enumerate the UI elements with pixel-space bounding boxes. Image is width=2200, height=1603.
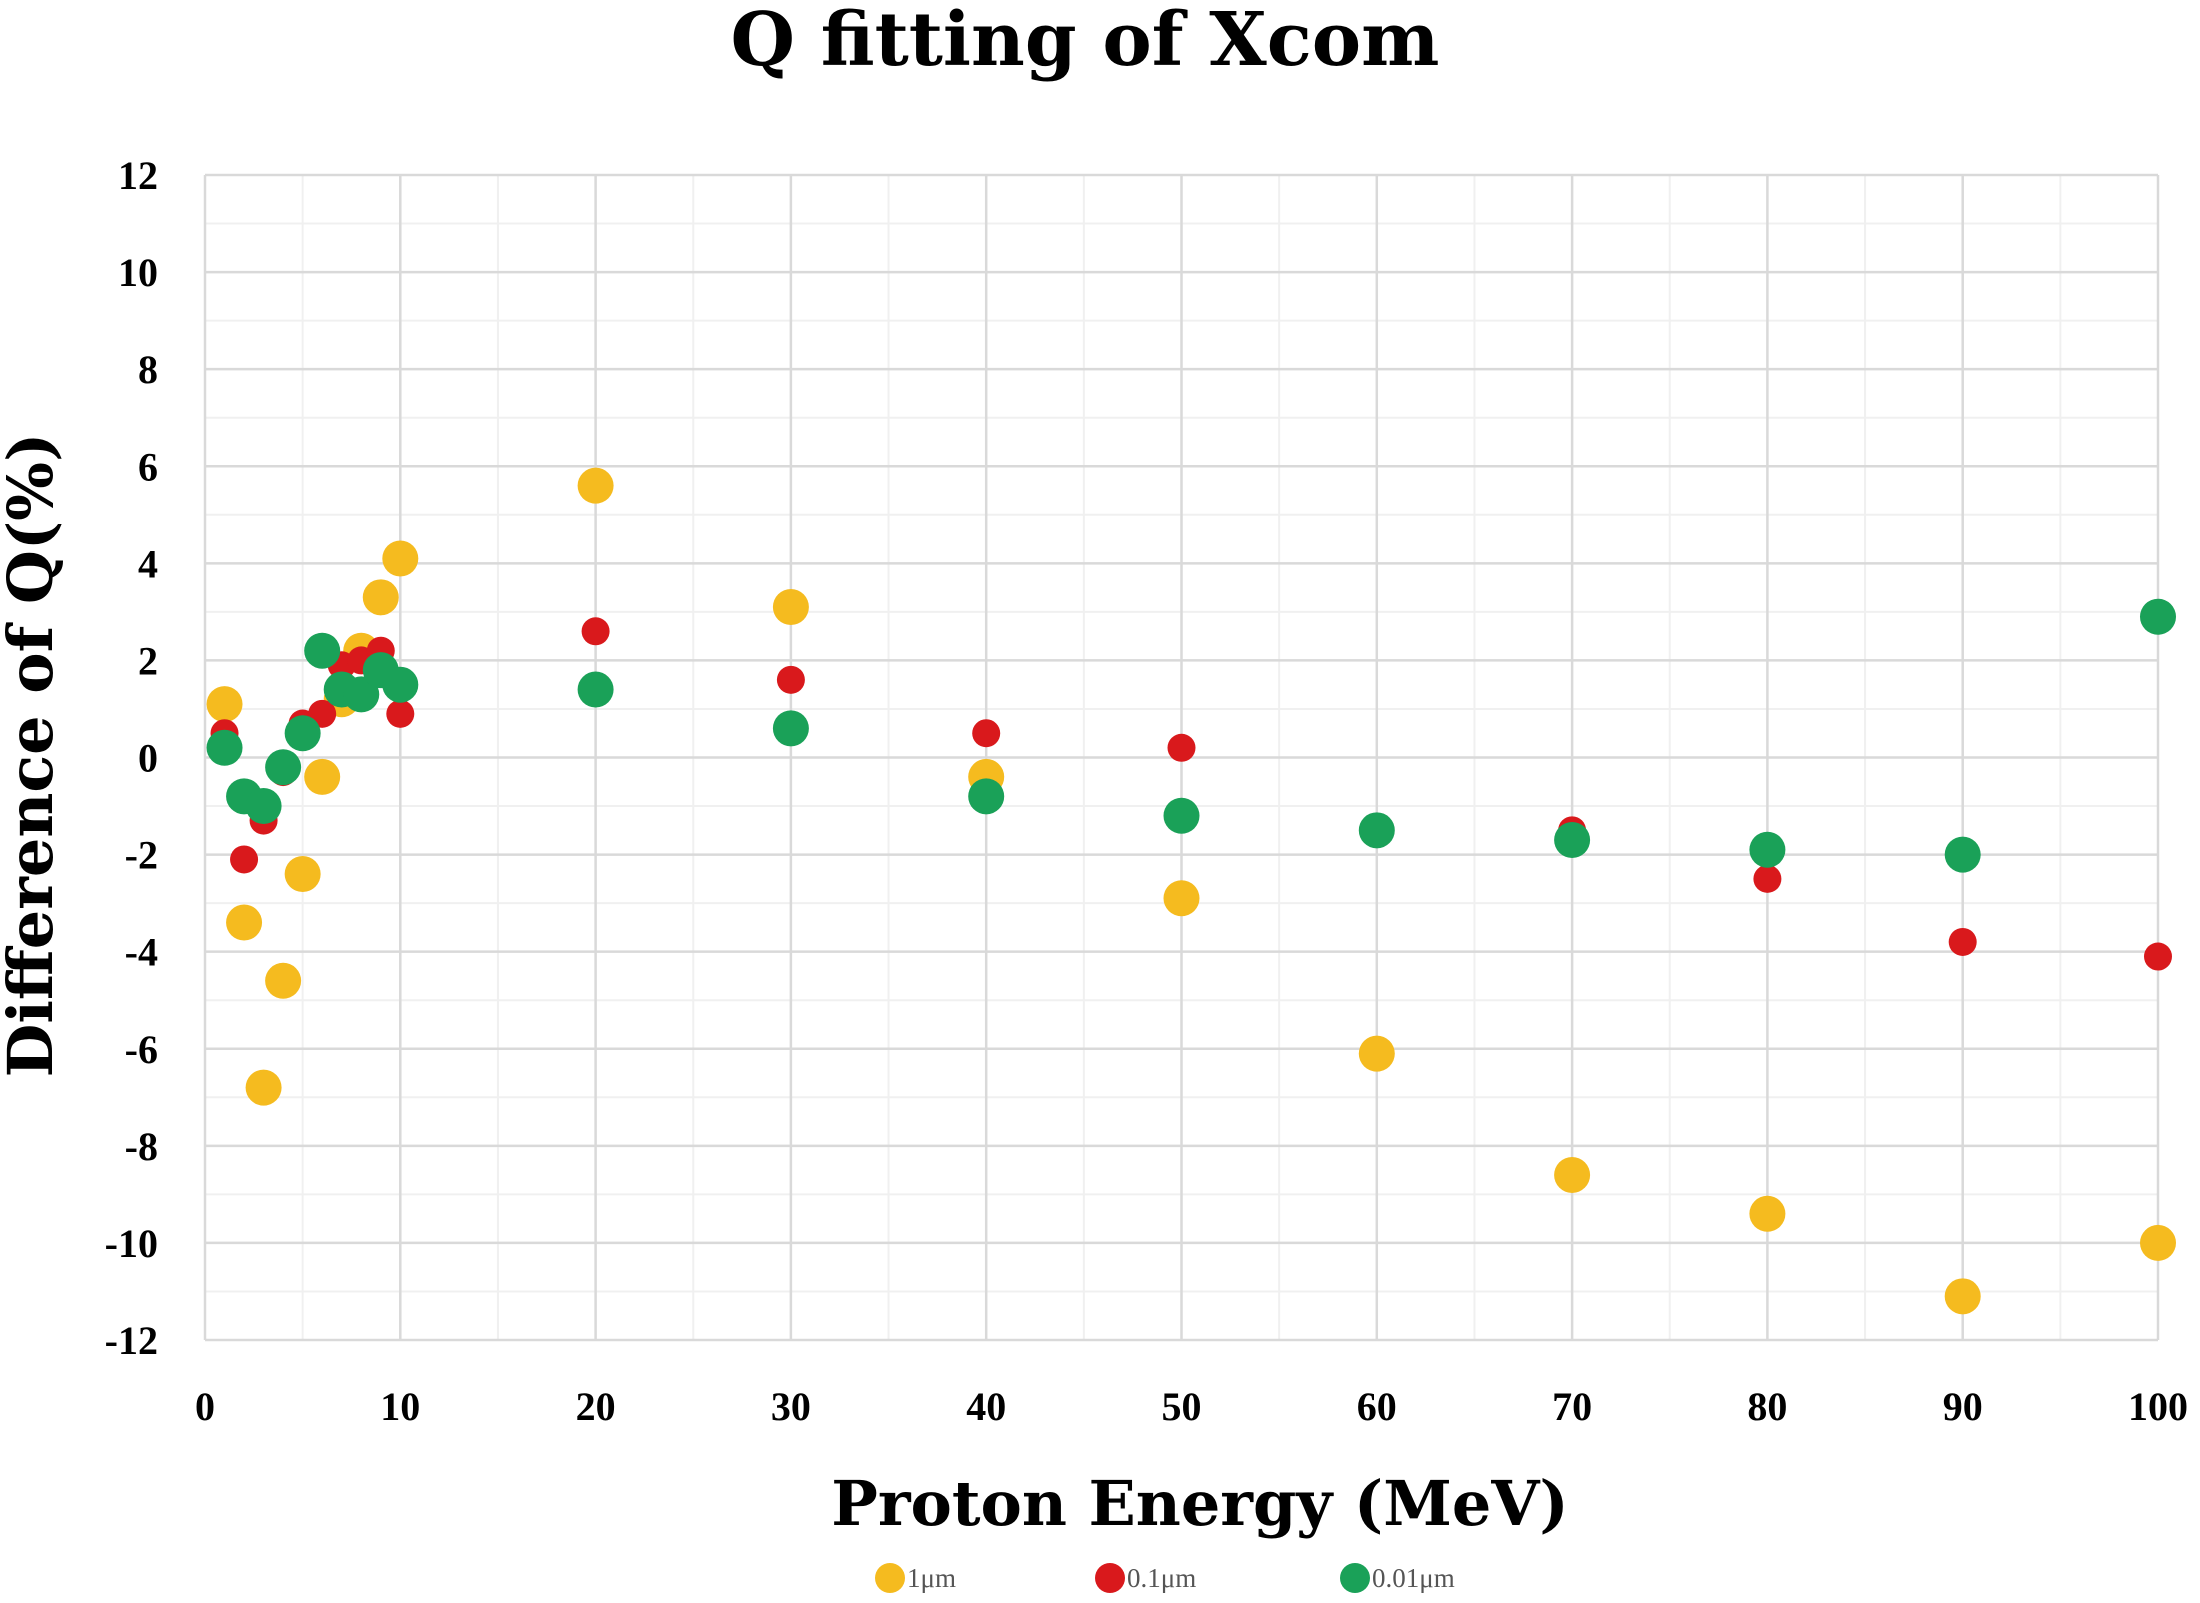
y-tick-label: -10 bbox=[105, 1221, 158, 1266]
data-point bbox=[304, 758, 341, 795]
x-tick-label: 60 bbox=[1357, 1384, 1397, 1429]
data-point bbox=[1163, 797, 1200, 834]
legend-marker bbox=[1095, 1563, 1125, 1593]
data-point bbox=[206, 686, 243, 723]
y-tick-label: -2 bbox=[125, 833, 158, 878]
x-tick-label: 90 bbox=[1943, 1384, 1983, 1429]
data-point bbox=[577, 671, 614, 708]
data-point bbox=[1163, 880, 1200, 917]
data-point bbox=[2144, 942, 2172, 971]
x-tick-label: 50 bbox=[1162, 1384, 1202, 1429]
y-tick-label: 0 bbox=[138, 736, 158, 781]
x-tick-label: 20 bbox=[576, 1384, 616, 1429]
data-point bbox=[581, 617, 610, 646]
data-point bbox=[304, 632, 341, 669]
y-tick-label: 2 bbox=[138, 638, 158, 683]
y-axis-label: Difference of Q(%) bbox=[0, 433, 67, 1078]
data-point bbox=[1749, 831, 1786, 868]
data-point bbox=[284, 715, 321, 752]
data-point bbox=[245, 788, 282, 825]
data-point bbox=[968, 778, 1005, 815]
data-point bbox=[362, 579, 399, 616]
data-point bbox=[284, 856, 321, 892]
x-axis-tick-labels: 0 10 20 30 40 50 60 70 80 90 100 bbox=[195, 1384, 2188, 1429]
y-tick-label: 6 bbox=[138, 444, 158, 489]
legend-label: 0.01μm bbox=[1372, 1563, 1455, 1593]
data-point bbox=[772, 589, 809, 626]
data-point bbox=[206, 729, 243, 766]
data-point bbox=[245, 1069, 282, 1106]
data-point bbox=[382, 540, 419, 577]
y-tick-label: 12 bbox=[118, 153, 158, 198]
data-point bbox=[230, 845, 259, 874]
data-point bbox=[265, 749, 302, 786]
data-point bbox=[1554, 822, 1591, 859]
x-tick-label: 30 bbox=[771, 1384, 811, 1429]
data-point bbox=[1948, 927, 1977, 956]
legend: 1μm 0.1μm 0.01μm bbox=[875, 1563, 1455, 1593]
legend-label: 0.1μm bbox=[1127, 1563, 1196, 1593]
legend-label: 1μm bbox=[907, 1563, 956, 1593]
data-point bbox=[2140, 598, 2176, 635]
data-point bbox=[972, 719, 1001, 748]
y-tick-label: 4 bbox=[138, 541, 158, 586]
chart-title: Q fitting of Xcom bbox=[731, 0, 1440, 83]
legend-marker bbox=[875, 1563, 905, 1593]
x-tick-label: 100 bbox=[2128, 1384, 2188, 1429]
data-point bbox=[1753, 864, 1782, 893]
x-tick-label: 70 bbox=[1552, 1384, 1592, 1429]
y-tick-label: -6 bbox=[125, 1027, 158, 1072]
x-tick-label: 80 bbox=[1747, 1384, 1787, 1429]
data-points bbox=[206, 467, 2176, 1315]
x-tick-label: 10 bbox=[380, 1384, 420, 1429]
data-point bbox=[1944, 1278, 1981, 1315]
y-tick-label: 10 bbox=[118, 250, 158, 295]
data-point bbox=[226, 904, 263, 941]
data-point bbox=[577, 467, 614, 504]
data-point bbox=[343, 676, 380, 713]
y-axis-tick-labels: -12 -10 -8 -6 -4 -2 0 2 4 6 8 10 12 bbox=[105, 153, 158, 1363]
data-point bbox=[1554, 1156, 1591, 1193]
data-point bbox=[265, 962, 302, 999]
data-point bbox=[1167, 733, 1196, 762]
legend-marker bbox=[1340, 1563, 1370, 1593]
y-tick-label: -8 bbox=[125, 1124, 158, 1169]
data-point bbox=[1358, 1035, 1395, 1072]
data-point bbox=[1749, 1195, 1786, 1232]
x-tick-label: 40 bbox=[966, 1384, 1006, 1429]
x-tick-label: 0 bbox=[195, 1384, 215, 1429]
y-tick-label: 8 bbox=[138, 347, 158, 392]
y-tick-label: -12 bbox=[105, 1318, 158, 1363]
data-point bbox=[776, 665, 805, 694]
data-point bbox=[1358, 812, 1395, 849]
data-point bbox=[1944, 836, 1981, 873]
major-gridlines bbox=[203, 173, 2160, 1342]
x-axis-label: Proton Energy (MeV) bbox=[831, 1467, 1569, 1540]
data-point bbox=[386, 699, 415, 728]
y-tick-label: -4 bbox=[125, 930, 158, 975]
data-point bbox=[772, 710, 809, 747]
data-point bbox=[382, 666, 419, 703]
data-point bbox=[2140, 1224, 2176, 1261]
